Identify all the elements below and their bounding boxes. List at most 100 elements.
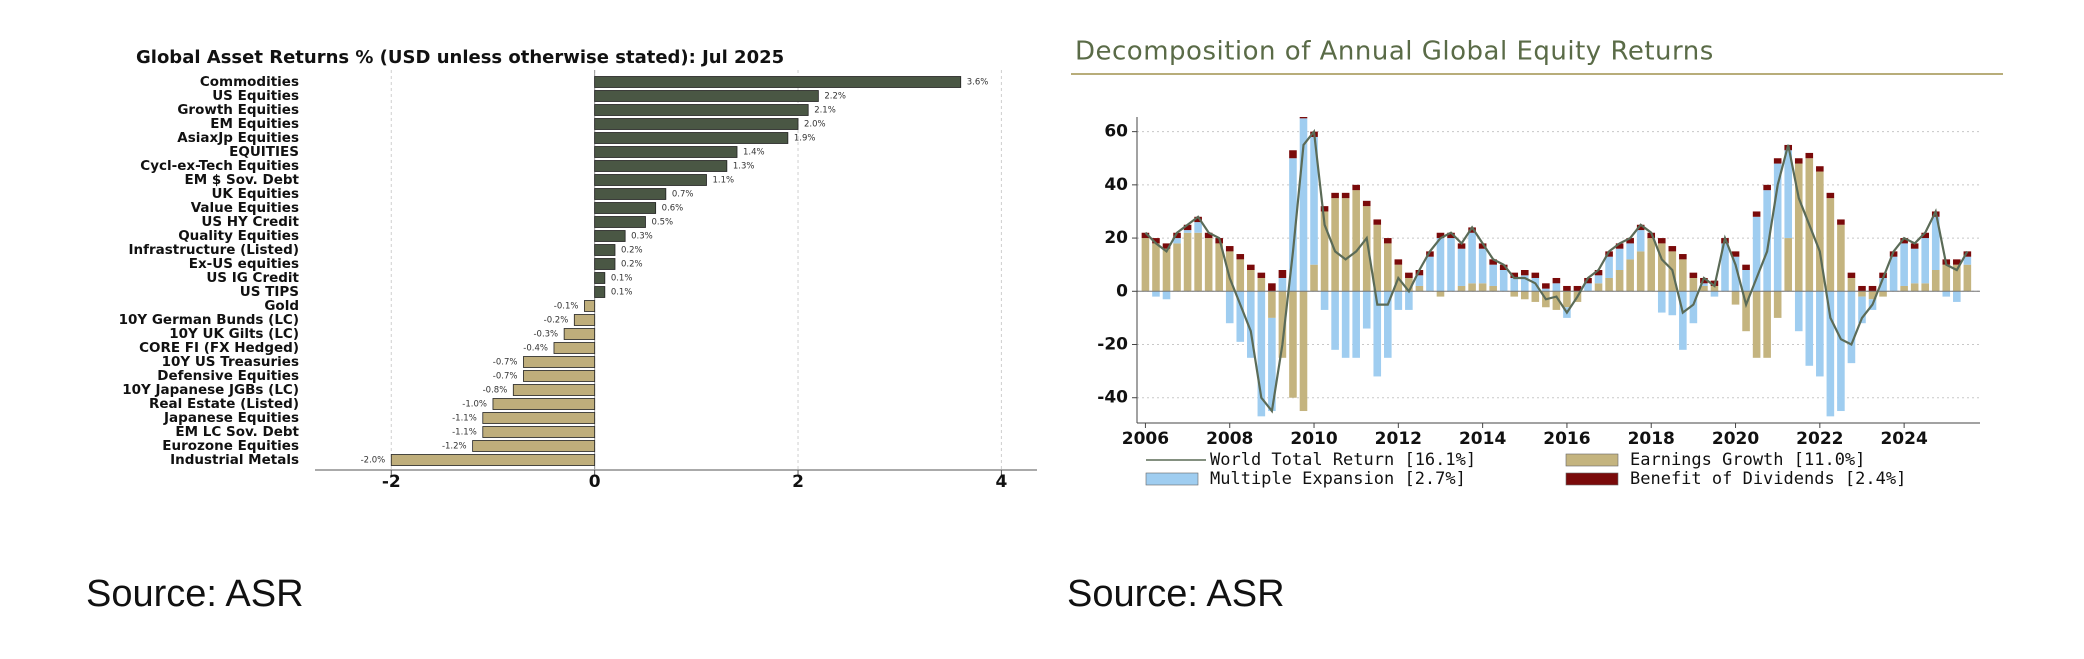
bar-segment: [1141, 232, 1150, 239]
bar-segment: [1152, 238, 1160, 244]
bar-segment: [1152, 243, 1160, 292]
value-label: 1.4%: [743, 148, 765, 158]
bar: [482, 412, 596, 424]
x-tick-label: 2010: [1290, 429, 1337, 449]
bar-segment: [1320, 206, 1329, 212]
bar-segment: [1257, 277, 1266, 292]
bar-segment: [1225, 291, 1234, 324]
bar-segment: [1879, 277, 1887, 292]
value-label: -1.1%: [452, 414, 477, 424]
bar: [553, 342, 596, 354]
bar-segment: [1457, 285, 1466, 292]
y-tick-label: -40: [1097, 388, 1128, 408]
line: [1144, 128, 1969, 414]
value-label: -0.8%: [483, 386, 508, 396]
plot-area: [1137, 117, 1980, 417]
category-label: US IG Credit: [206, 270, 299, 286]
bar-segment: [1394, 291, 1403, 310]
bar-segment: [1847, 277, 1856, 292]
bar-segment: [1320, 211, 1329, 292]
bar-segment: [1299, 291, 1308, 412]
bar: [594, 188, 667, 200]
value-label: 0.3%: [631, 232, 653, 242]
bar-segment: [1742, 270, 1750, 292]
bar-segment: [1605, 277, 1613, 292]
bar-segment: [1942, 291, 1951, 297]
bar-segment: [1373, 224, 1382, 292]
bar-segment: [1289, 291, 1297, 398]
bar-segment: [1268, 291, 1276, 318]
bar: [594, 118, 799, 130]
bar-segment: [1415, 270, 1424, 276]
category-label: US Equities: [212, 88, 299, 104]
category-label: Quality Equities: [178, 228, 299, 244]
x-tick-label: 4: [995, 472, 1007, 492]
bar: [523, 356, 596, 368]
x-tick-label: 2: [792, 472, 804, 492]
bar: [523, 370, 596, 382]
bar-segment: [1615, 270, 1624, 292]
bar-segment: [1194, 216, 1202, 223]
category-label: EQUITIES: [229, 144, 299, 160]
x-tick-label: 2020: [1712, 429, 1759, 449]
bar-segment: [1752, 291, 1761, 358]
bar: [594, 230, 626, 242]
bar-segment: [1542, 283, 1550, 289]
value-label: 2.2%: [824, 92, 846, 102]
bar: [573, 314, 596, 326]
bar-segment: [1794, 163, 1803, 292]
bar-segment: [1752, 211, 1761, 217]
bar-segment: [1953, 264, 1961, 292]
value-label: -1.0%: [462, 400, 487, 410]
category-label: Gold: [264, 298, 299, 314]
bar-segment: [1710, 285, 1719, 292]
value-label: 1.9%: [794, 134, 816, 144]
category-label: Commodities: [200, 74, 299, 90]
source: Source: ASR: [1067, 573, 1285, 615]
bar-segment: [1362, 291, 1371, 329]
bar-segment: [1289, 150, 1297, 159]
bar-segment: [1352, 190, 1360, 292]
value-label: 0.6%: [662, 204, 684, 214]
bar-segment: [1499, 270, 1508, 292]
bar: [390, 454, 596, 466]
y-tick-label: 60: [1104, 122, 1128, 142]
value-label: 2.1%: [814, 106, 836, 116]
bar-segment: [1152, 291, 1160, 297]
legend-swatch: [1145, 472, 1199, 486]
bar-segment: [1225, 251, 1234, 292]
bar-segment: [1173, 238, 1181, 244]
bar-segment: [1268, 283, 1276, 292]
bar-segment: [1837, 291, 1845, 412]
value-label: 0.2%: [621, 260, 643, 270]
bar-segment: [1731, 251, 1740, 257]
bar-segment: [1773, 163, 1782, 292]
category-label: 10Y UK Gilts (LC): [169, 326, 299, 342]
value-label: -0.3%: [533, 330, 558, 340]
bar-segment: [1173, 232, 1181, 239]
bar-segment: [1731, 291, 1740, 305]
bar: [594, 104, 809, 116]
category-label: 10Y German Bunds (LC): [119, 312, 299, 328]
y-tick-label: 40: [1104, 175, 1128, 195]
bar-segment: [1700, 283, 1708, 286]
category-label: Real Estate (Listed): [149, 396, 299, 412]
bar-segment: [1910, 243, 1919, 249]
legend-label: Multiple Expansion [2.7%]: [1210, 469, 1466, 489]
bar-segment: [1647, 238, 1656, 292]
bar-segment: [1784, 150, 1793, 239]
category-label: US HY Credit: [201, 214, 299, 230]
bar-segment: [1826, 192, 1835, 199]
bar-segment: [1858, 296, 1866, 324]
bar-segment: [1457, 248, 1466, 286]
bar-segment: [1236, 291, 1245, 342]
bar-segment: [1963, 264, 1972, 292]
bar-segment: [1478, 243, 1487, 249]
bar-segment: [1299, 117, 1308, 119]
bar-segment: [1794, 158, 1803, 164]
bar: [482, 426, 596, 438]
bar-segment: [1868, 285, 1877, 292]
legend-label: Benefit of Dividends [2.4%]: [1630, 469, 1906, 489]
bar-segment: [1700, 285, 1708, 292]
bar-segment: [1183, 224, 1192, 231]
